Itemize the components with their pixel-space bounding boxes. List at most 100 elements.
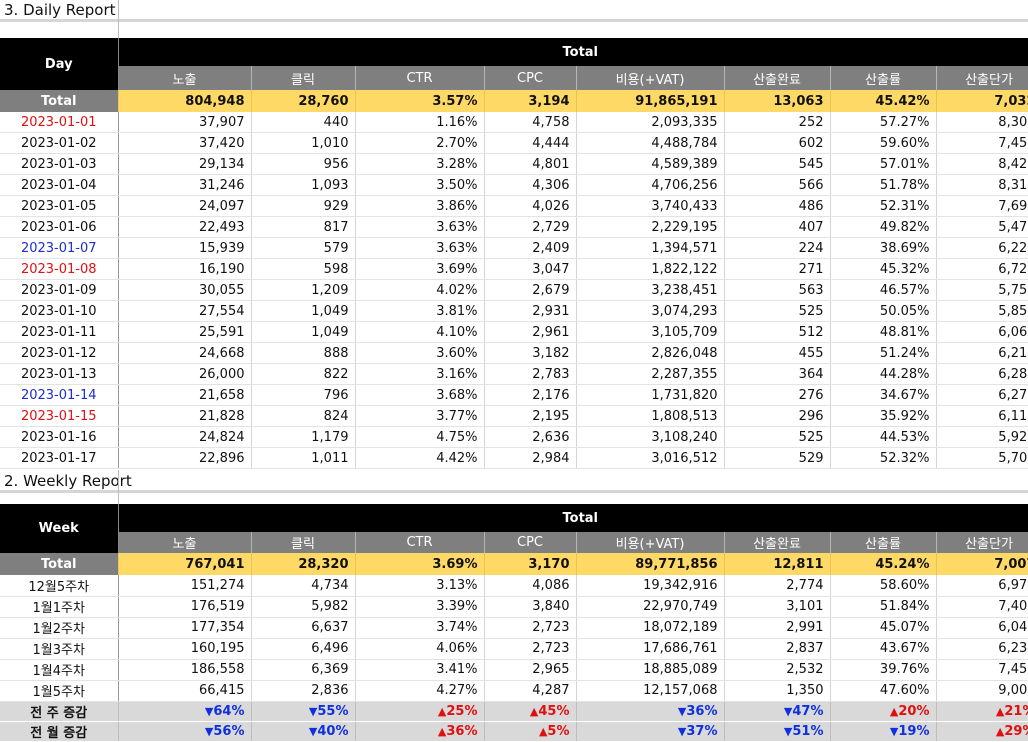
table-row: 2023-01-16 24,824 1,179 4.75% 2,636 3,108,240… [0,426,1028,448]
data-cell: 37,420 [118,132,252,154]
data-cell: 24,097 [118,195,252,217]
row-label: 1월5주차 [0,680,119,702]
data-cell: 7,408 [936,596,1028,618]
data-cell: 579 [251,237,356,259]
row-label: 1월4주차 [0,659,119,681]
total-cell: 7,032 [936,90,1028,112]
data-cell: 3.63% [355,216,485,238]
data-cell: 8,307 [936,112,1028,133]
table-row: 1월1주차 176,519 5,982 3.39% 3,840 22,970,749 3,1… [0,596,1028,618]
data-cell: 3.16% [355,363,485,385]
change-value: 5% [547,723,570,739]
data-cell: 3.41% [355,659,485,681]
row-label: 1월2주차 [0,617,119,639]
data-cell: 1,731,820 [576,384,725,406]
data-cell: 2,409 [484,237,577,259]
data-cell: 1,010 [251,132,356,154]
data-cell: 5,982 [251,596,356,618]
data-cell: 4.42% [355,447,485,469]
data-cell: 4,086 [484,575,577,597]
change-cell: ▲21% [936,701,1028,722]
data-cell: 3,182 [484,342,577,364]
data-cell: 440 [251,112,356,133]
daily-report-title: 3. Daily Report [4,1,116,19]
data-cell: 5,702 [936,447,1028,469]
table-row: 2023-01-06 22,493 817 3.63% 2,729 2,229,195 40… [0,216,1028,238]
data-cell: 2,826,048 [576,342,725,364]
data-cell: 3.68% [355,384,485,406]
data-cell: 4,287 [484,680,577,702]
data-cell: 24,668 [118,342,252,364]
data-cell: 525 [724,300,831,322]
data-cell: 3,105,709 [576,321,725,343]
data-cell: 512 [724,321,831,343]
change-cell: ▲5% [484,721,577,742]
table-row: 2023-01-11 25,591 1,049 4.10% 2,961 3,105,709… [0,321,1028,343]
data-cell: 24,824 [118,426,252,448]
data-cell: 4,734 [251,575,356,597]
data-cell: 4,801 [484,153,577,175]
change-cell: ▲20% [830,701,937,722]
data-cell: 598 [251,258,356,280]
column-header: CTR [355,532,485,553]
change-value: 36% [446,723,478,739]
data-cell: 52.31% [830,195,937,217]
data-cell: 46.57% [830,279,937,301]
data-cell: 57.01% [830,153,937,175]
weekly-report-title: 2. Weekly Report [4,472,132,490]
change-value: 64% [213,703,245,719]
data-cell: 4,758 [484,112,577,133]
data-cell: 57.27% [830,112,937,133]
table-row: 2023-01-12 24,668 888 3.60% 3,182 2,826,048 45… [0,342,1028,364]
column-header: 산출단가 [936,66,1028,90]
row-label: 2023-01-12 [0,342,119,364]
data-cell: 9,005 [936,680,1028,702]
data-cell: 7,459 [936,659,1028,681]
data-cell: 4,444 [484,132,577,154]
data-cell: 4.10% [355,321,485,343]
row-label: 1월3주차 [0,638,119,660]
row-label: 2023-01-17 [0,447,119,469]
data-cell: 30,055 [118,279,252,301]
total-group-header: Total [118,504,1028,532]
data-cell: 176,519 [118,596,252,618]
total-cell: 3.57% [355,90,485,112]
data-cell: 3.63% [355,237,485,259]
data-cell: 602 [724,132,831,154]
weekly-report-table: Week Total 노출 클릭 CTR CPC 비용(+VAT) 산출완료 산출률 산출단가… [0,504,1028,742]
data-cell: 2,837 [724,638,831,660]
data-cell: 2,287,355 [576,363,725,385]
data-cell: 3,101 [724,596,831,618]
column-gridline [118,470,119,504]
table-row: 2023-01-17 22,896 1,011 4.42% 2,984 3,016,512… [0,447,1028,469]
data-cell: 51.84% [830,596,937,618]
down-triangle-icon: ▼ [889,724,899,738]
data-cell: 4.75% [355,426,485,448]
data-cell: 1,394,571 [576,237,725,259]
data-cell: 1,350 [724,680,831,702]
table-row: 2023-01-08 16,190 598 3.69% 3,047 1,822,122 27… [0,258,1028,280]
data-cell: 563 [724,279,831,301]
up-triangle-icon: ▲ [995,724,1005,738]
change-cell: ▲36% [355,721,485,742]
data-cell: 2,093,335 [576,112,725,133]
data-cell: 2,195 [484,405,577,427]
column-header: CPC [484,532,577,553]
data-cell: 4,488,784 [576,132,725,154]
change-cell: ▼36% [576,701,725,722]
data-cell: 7,696 [936,195,1028,217]
data-cell: 51.78% [830,174,937,196]
data-cell: 956 [251,153,356,175]
data-cell: 1,209 [251,279,356,301]
data-cell: 6,973 [936,575,1028,597]
change-cell: ▼64% [118,701,252,722]
up-triangle-icon: ▲ [437,704,447,718]
data-cell: 545 [724,153,831,175]
data-cell: 4,706,256 [576,174,725,196]
total-cell: 7,007 [936,553,1028,575]
total-cell: 767,041 [118,553,252,575]
data-cell: 29,134 [118,153,252,175]
data-cell: 529 [724,447,831,469]
data-cell: 2,965 [484,659,577,681]
data-cell: 888 [251,342,356,364]
